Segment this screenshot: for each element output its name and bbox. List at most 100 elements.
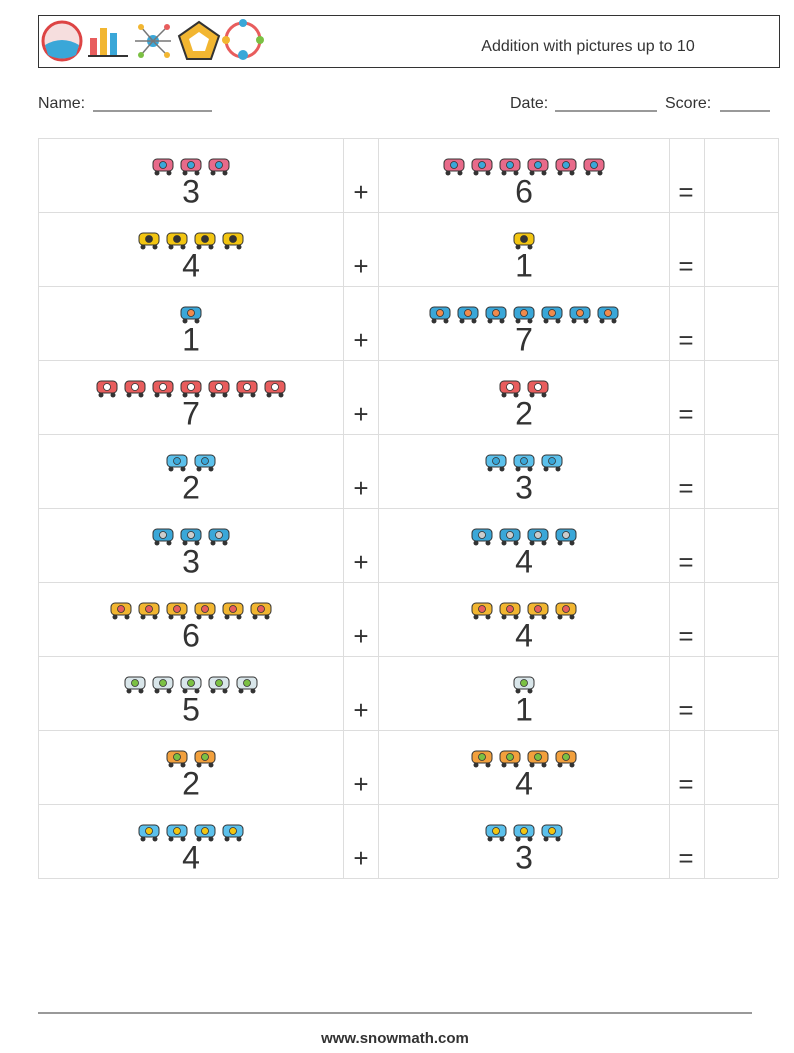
picture [236,676,258,694]
picture-foot [557,170,563,176]
picture-foot [112,614,118,620]
picture-detail [478,753,486,761]
picture-foot [541,762,547,768]
picture [555,750,577,768]
picture-foot [527,466,533,472]
picture-foot [194,392,200,398]
picture-foot [138,688,144,694]
picture-foot [501,540,507,546]
picture-foot [236,614,242,620]
picture-foot [210,688,216,694]
picture-foot [168,466,174,472]
picture-foot [250,688,256,694]
problem-grid: 3 6 + = 4 1 + = 1 7 + = 7 2 + = 2 3 + = 3 4 + = 6 4 + = 5 1 + = 2 4 + = 4 3 + = [38,138,779,879]
picture [166,454,188,472]
picture [485,824,507,842]
picture-detail [562,753,570,761]
picture-detail [187,383,195,391]
picture-foot [126,392,132,398]
picture-foot [473,540,479,546]
picture [541,454,563,472]
picture [471,602,493,620]
picture-foot [236,244,242,250]
picture-foot [555,318,561,324]
picture [180,306,202,324]
picture [597,306,619,324]
picture-detail [492,309,500,317]
number: 2 [182,469,200,505]
picture-foot [541,540,547,546]
number: 5 [182,691,200,727]
picture-foot [166,688,172,694]
plus-sign: + [353,769,368,799]
picture-foot [194,170,200,176]
number: 4 [515,543,533,579]
picture-detail [159,161,167,169]
picture [208,380,230,398]
equals-sign: = [678,251,693,281]
picture [471,750,493,768]
number: 4 [515,765,533,801]
picture [180,676,202,694]
plus-sign: + [353,473,368,503]
picture-foot [224,244,230,250]
picture [138,602,160,620]
picture-detail [201,827,209,835]
picture-detail [604,309,612,317]
picture-detail [243,383,251,391]
picture-foot [543,836,549,842]
picture-foot [485,614,491,620]
picture [194,232,216,250]
picture-foot [182,318,188,324]
picture-detail [436,309,444,317]
plus-sign: + [353,177,368,207]
picture-detail [506,605,514,613]
picture [513,232,535,250]
picture-foot [527,688,533,694]
picture-foot [527,244,533,250]
picture-foot [471,318,477,324]
equals-sign: = [678,473,693,503]
picture-detail [201,753,209,761]
picture-foot [473,170,479,176]
picture-detail [576,309,584,317]
picture-foot [557,614,563,620]
picture-foot [250,392,256,398]
picture [194,454,216,472]
picture-foot [557,762,563,768]
picture-detail [562,531,570,539]
equals-sign: = [678,843,693,873]
picture-foot [487,318,493,324]
number: 2 [515,395,533,431]
picture-foot [515,466,521,472]
picture-foot [126,688,132,694]
picture-detail [506,161,514,169]
picture-foot [569,762,575,768]
picture-foot [208,614,214,620]
picture [513,824,535,842]
picture-foot [180,614,186,620]
number: 6 [515,173,533,209]
picture-detail [271,383,279,391]
picture [471,158,493,176]
picture-foot [208,244,214,250]
picture-detail [187,531,195,539]
picture-foot [208,466,214,472]
picture-foot [543,466,549,472]
picture [429,306,451,324]
picture-foot [501,614,507,620]
picture [527,528,549,546]
picture-detail [173,235,181,243]
picture-foot [513,614,519,620]
picture-foot [252,614,258,620]
picture-detail [520,309,528,317]
picture-foot [543,318,549,324]
picture-foot [513,762,519,768]
picture-detail [173,605,181,613]
picture-foot [222,540,228,546]
equals-sign: = [678,325,693,355]
picture-detail [534,605,542,613]
picture-foot [487,466,493,472]
plus-sign: + [353,621,368,651]
